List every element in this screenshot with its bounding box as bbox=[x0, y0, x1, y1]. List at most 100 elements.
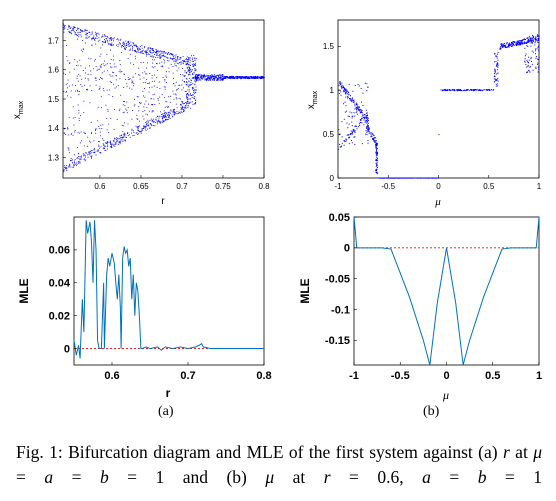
data-point bbox=[110, 141, 112, 143]
data-point bbox=[362, 92, 364, 94]
data-point bbox=[184, 76, 186, 78]
data-point bbox=[255, 76, 257, 78]
data-point bbox=[527, 64, 529, 66]
plot-area bbox=[73, 216, 265, 366]
data-point bbox=[374, 137, 376, 139]
data-point bbox=[349, 98, 351, 100]
data-point bbox=[134, 44, 136, 46]
data-point bbox=[489, 89, 491, 91]
data-point bbox=[89, 151, 91, 152]
data-point bbox=[158, 119, 159, 121]
data-point bbox=[221, 78, 223, 80]
data-point bbox=[113, 144, 115, 146]
data-point bbox=[220, 79, 222, 81]
data-point bbox=[120, 71, 122, 73]
data-point bbox=[181, 112, 183, 113]
data-point bbox=[527, 36, 529, 38]
data-point bbox=[146, 73, 148, 75]
data-point bbox=[103, 140, 105, 141]
data-point bbox=[163, 110, 165, 112]
data-point bbox=[538, 36, 540, 38]
data-point bbox=[100, 124, 102, 126]
data-point bbox=[123, 44, 125, 46]
data-point bbox=[368, 129, 370, 131]
data-point bbox=[121, 46, 123, 48]
data-point bbox=[137, 127, 139, 129]
data-point bbox=[187, 100, 189, 102]
data-point bbox=[73, 124, 75, 126]
data-point bbox=[526, 59, 528, 61]
data-point bbox=[187, 74, 189, 76]
data-point bbox=[535, 48, 537, 50]
data-point bbox=[367, 129, 369, 131]
data-point bbox=[406, 177, 408, 179]
data-point bbox=[216, 78, 218, 80]
data-point bbox=[495, 80, 497, 82]
data-point bbox=[81, 158, 83, 160]
data-point bbox=[185, 103, 187, 105]
data-point bbox=[525, 42, 527, 44]
data-point bbox=[211, 77, 213, 79]
data-point bbox=[376, 143, 378, 145]
data-point bbox=[72, 134, 74, 136]
data-point bbox=[248, 77, 250, 79]
data-point bbox=[361, 118, 363, 120]
data-point bbox=[389, 177, 391, 179]
data-point bbox=[192, 77, 194, 78]
data-point bbox=[368, 127, 370, 129]
data-point bbox=[182, 108, 183, 110]
data-point bbox=[106, 38, 107, 40]
data-point bbox=[371, 135, 373, 137]
data-point bbox=[396, 177, 398, 179]
data-point bbox=[74, 131, 76, 133]
data-point bbox=[133, 83, 135, 84]
data-point bbox=[344, 88, 346, 90]
data-point bbox=[201, 78, 203, 80]
data-point bbox=[377, 159, 379, 161]
data-point bbox=[132, 48, 133, 50]
data-point bbox=[496, 79, 498, 81]
data-point bbox=[158, 103, 160, 105]
data-point bbox=[152, 67, 154, 69]
data-point bbox=[192, 66, 194, 68]
data-point bbox=[89, 36, 90, 38]
data-point bbox=[133, 105, 135, 107]
data-point bbox=[129, 78, 130, 80]
data-point bbox=[199, 74, 201, 76]
data-point bbox=[176, 89, 177, 91]
data-point bbox=[169, 101, 171, 103]
data-point bbox=[174, 55, 176, 57]
data-point bbox=[376, 154, 378, 156]
data-point bbox=[230, 76, 232, 77]
data-point bbox=[223, 77, 225, 79]
data-point bbox=[67, 79, 69, 81]
x-tick-label: 0.6 bbox=[104, 370, 119, 382]
data-point bbox=[162, 77, 164, 78]
data-point bbox=[64, 165, 66, 167]
data-point bbox=[537, 42, 539, 44]
data-point bbox=[347, 95, 349, 97]
data-point bbox=[63, 72, 65, 74]
x-tick-label: 0.7 bbox=[176, 182, 188, 191]
data-point bbox=[132, 130, 134, 132]
data-point bbox=[63, 169, 65, 171]
data-point bbox=[359, 121, 361, 123]
data-point bbox=[146, 78, 148, 80]
data-point bbox=[515, 43, 517, 45]
data-point bbox=[367, 122, 369, 124]
data-point bbox=[344, 89, 346, 91]
data-point bbox=[94, 58, 96, 60]
data-point bbox=[181, 104, 182, 106]
data-point bbox=[168, 116, 170, 118]
data-point bbox=[69, 32, 70, 34]
data-point bbox=[529, 66, 531, 68]
data-point bbox=[213, 77, 215, 79]
data-point bbox=[511, 43, 513, 45]
data-point bbox=[208, 76, 210, 78]
data-point bbox=[70, 33, 72, 35]
panel-b-mle: -1 -0.5 0 0.5 10.050-0.05-0.1-0.15 MLE μ bbox=[298, 212, 542, 402]
data-point bbox=[154, 74, 156, 76]
data-point bbox=[88, 152, 90, 154]
data-point bbox=[188, 58, 190, 60]
data-point bbox=[363, 119, 365, 121]
